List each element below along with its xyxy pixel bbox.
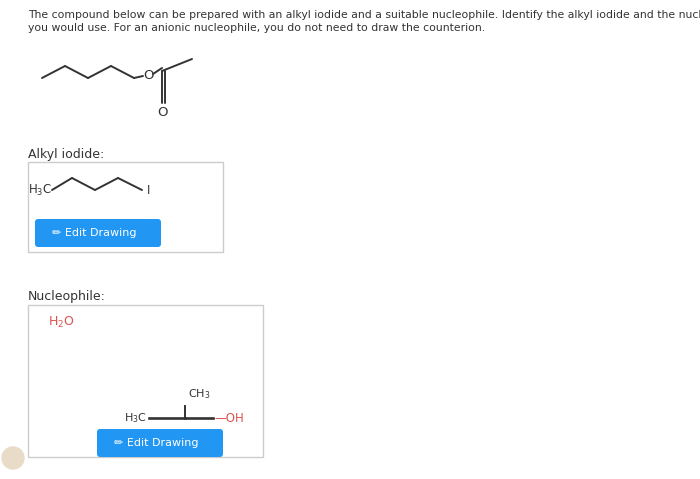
Text: H$_3$C: H$_3$C — [28, 182, 52, 197]
FancyBboxPatch shape — [35, 219, 161, 247]
FancyBboxPatch shape — [97, 429, 223, 457]
Text: The compound below can be prepared with an alkyl iodide and a suitable nucleophi: The compound below can be prepared with … — [28, 10, 700, 20]
Bar — [28, 305, 263, 457]
Text: H$_3$C: H$_3$C — [124, 411, 147, 425]
Text: ✏ Edit Drawing: ✏ Edit Drawing — [52, 228, 136, 238]
Text: —OH: —OH — [214, 411, 244, 424]
Text: O: O — [158, 105, 168, 118]
Text: H$_2$O: H$_2$O — [48, 315, 75, 330]
Bar — [28, 162, 223, 252]
Text: CH$_3$: CH$_3$ — [188, 387, 211, 401]
Text: ✏ Edit Drawing: ✏ Edit Drawing — [113, 438, 198, 448]
Text: O: O — [143, 68, 153, 81]
Text: I: I — [147, 183, 150, 196]
Circle shape — [2, 447, 24, 469]
Text: Nucleophile:: Nucleophile: — [28, 290, 106, 303]
Text: you would use. For an anionic nucleophile, you do not need to draw the counterio: you would use. For an anionic nucleophil… — [28, 23, 485, 33]
Text: Alkyl iodide:: Alkyl iodide: — [28, 148, 104, 161]
